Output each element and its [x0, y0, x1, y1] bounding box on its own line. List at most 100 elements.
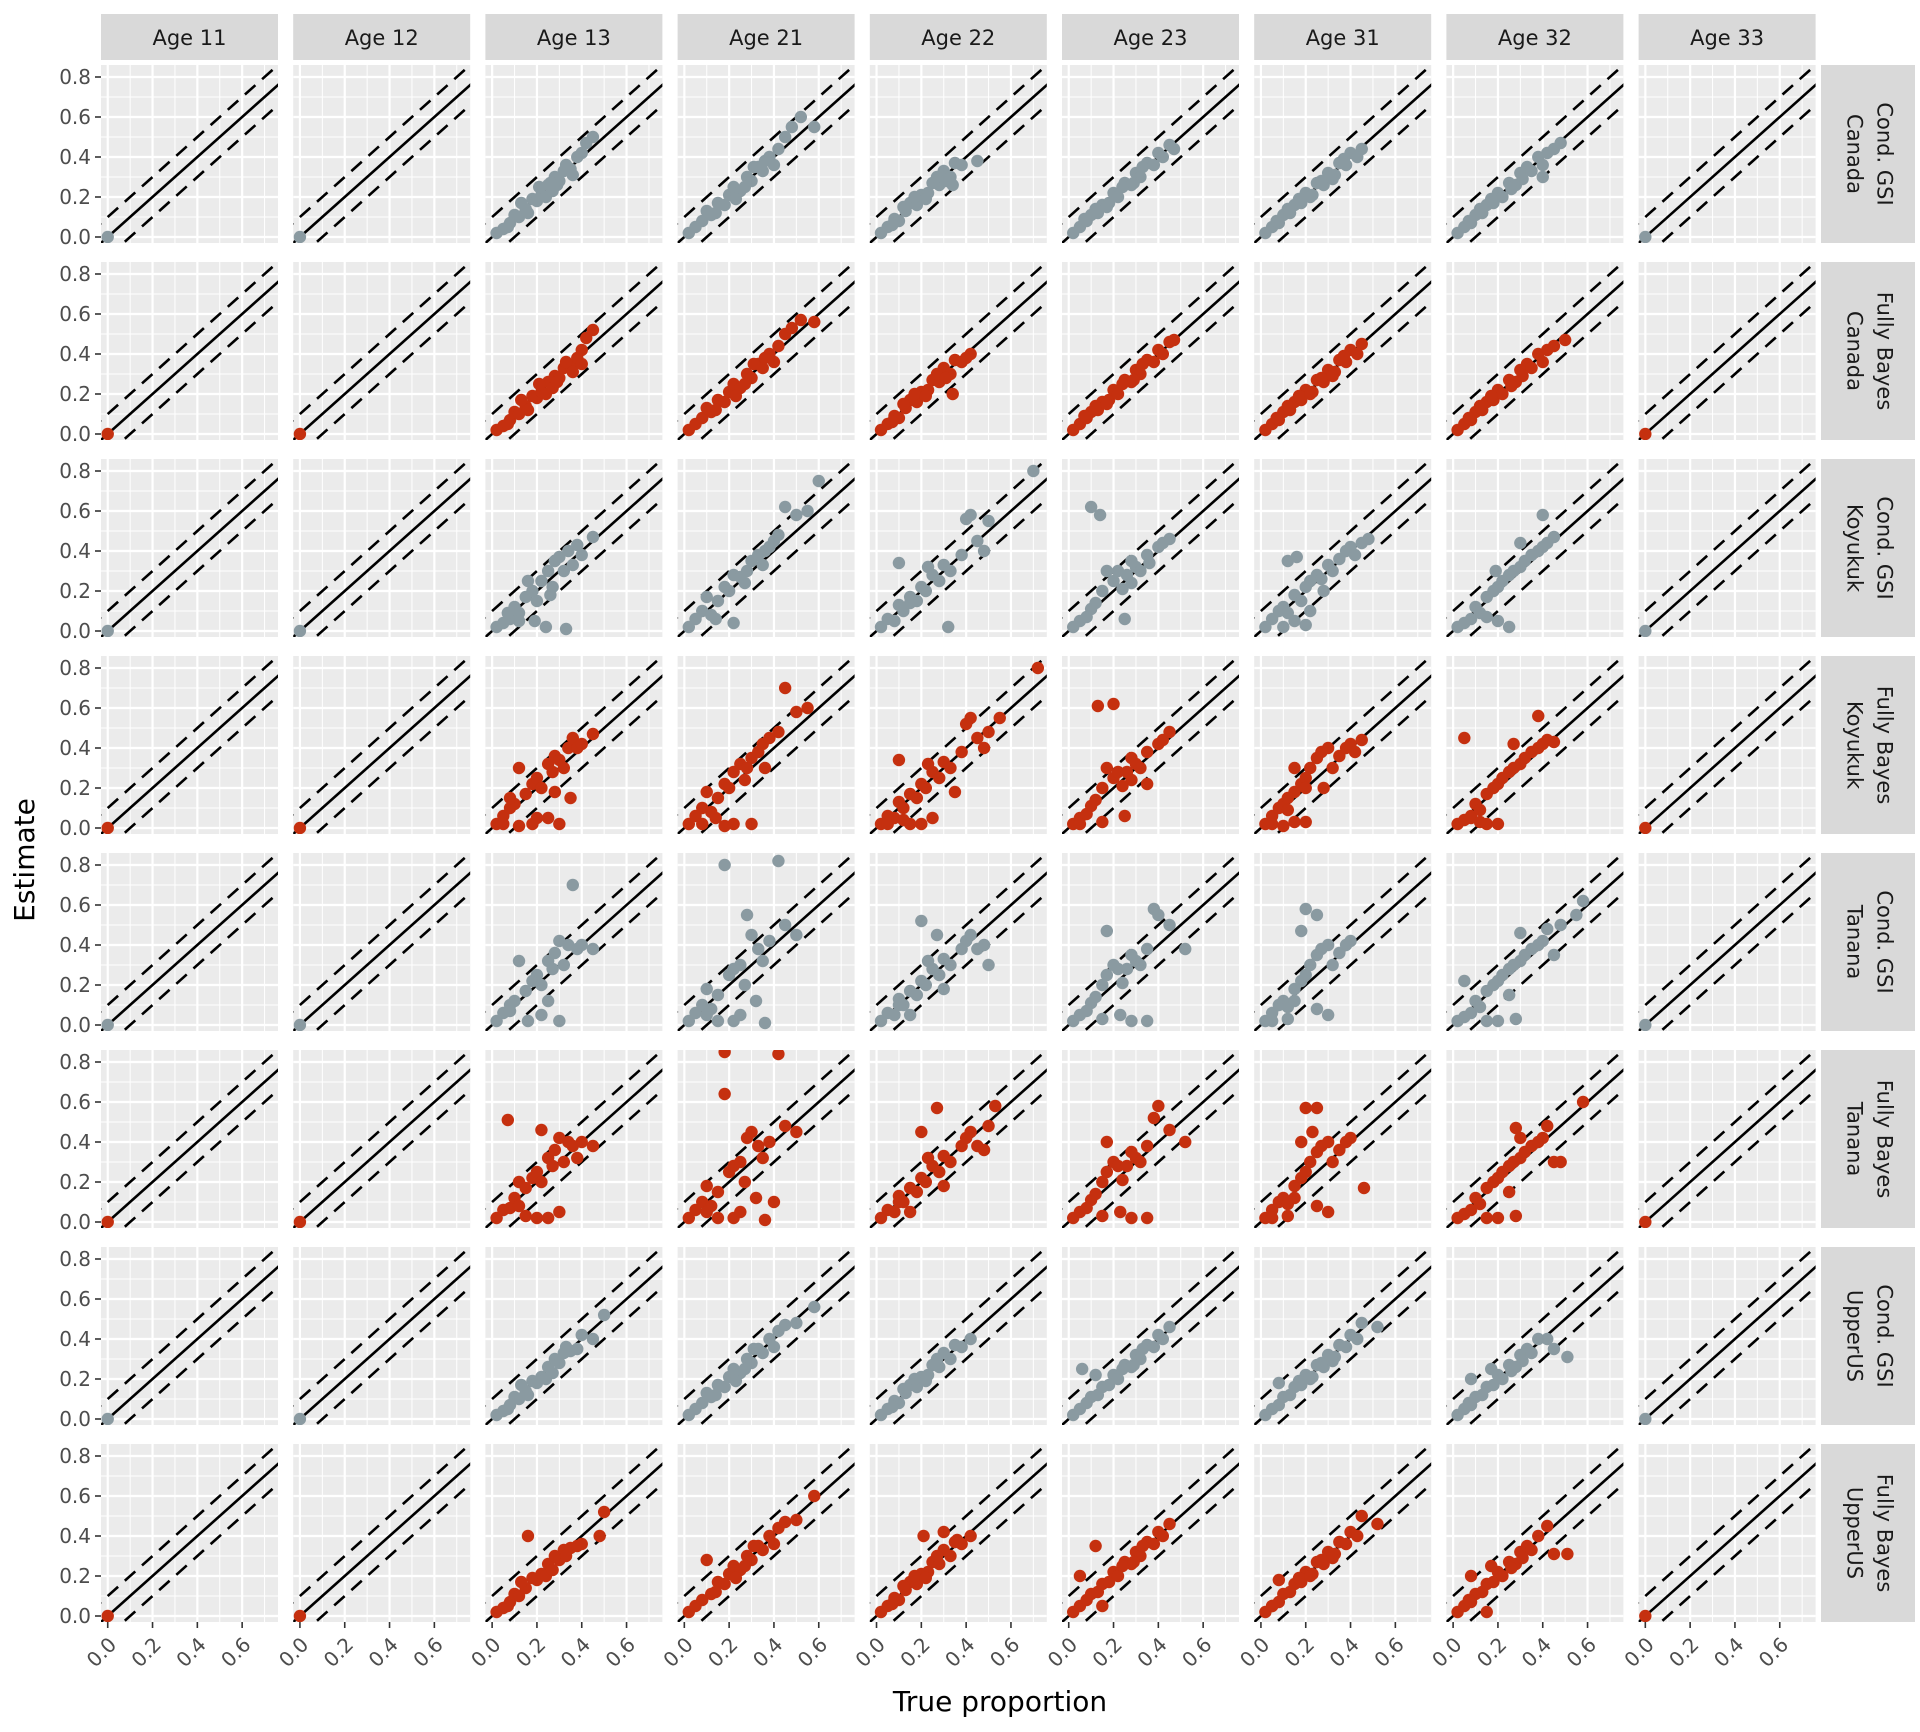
data-point: [1089, 596, 1102, 610]
data-point: [790, 1513, 803, 1527]
data-point: [1116, 180, 1129, 194]
identity-line: [293, 1462, 471, 1622]
data-point: [541, 1211, 555, 1225]
data-point: [1315, 371, 1328, 385]
data-point: [546, 1563, 559, 1577]
data-point: [1299, 618, 1312, 632]
row-strip: [1821, 1247, 1915, 1425]
data-point: [1536, 158, 1549, 172]
data-point: [293, 1018, 307, 1031]
panel-content: [1638, 65, 1816, 243]
facet-panel: [869, 459, 1047, 637]
panel-background: [293, 1247, 471, 1425]
column-strip-label: Age 23: [1113, 26, 1187, 50]
data-point: [1140, 1139, 1154, 1153]
panel-background: [101, 459, 278, 637]
data-point: [1134, 761, 1147, 775]
data-point: [101, 1215, 114, 1228]
data-point: [546, 1159, 559, 1173]
data-point: [521, 1388, 535, 1402]
data-point: [747, 1342, 760, 1356]
facet-panel: [869, 853, 1047, 1031]
data-point: [1536, 170, 1549, 184]
panel-content: [485, 853, 663, 1031]
data-point: [709, 811, 722, 825]
data-point: [586, 130, 600, 144]
data-point: [982, 958, 995, 972]
data-point: [1480, 1014, 1493, 1028]
facet-panel: [869, 1050, 1047, 1228]
data-point: [1111, 1372, 1125, 1386]
data-point: [727, 616, 740, 630]
y-tick-label: 0.8: [59, 1050, 91, 1074]
data-point: [1458, 974, 1471, 988]
y-axis-label: Estimate: [8, 798, 41, 922]
row-strip-region: Canada: [1843, 114, 1867, 194]
y-tick-label: 0.0: [59, 1604, 91, 1628]
data-point: [503, 791, 517, 805]
data-point: [559, 1340, 573, 1354]
data-point: [908, 387, 921, 401]
panel-background: [1638, 853, 1816, 1031]
data-point: [1306, 1125, 1319, 1139]
data-point: [747, 160, 760, 174]
data-point: [772, 528, 785, 542]
data-point: [1100, 761, 1114, 775]
data-point: [767, 1537, 781, 1551]
data-point: [790, 508, 803, 522]
data-point: [1073, 1569, 1087, 1583]
data-point: [740, 761, 754, 775]
panel-background: [101, 1247, 278, 1425]
data-point: [772, 142, 785, 156]
data-point: [722, 781, 736, 795]
data-point: [293, 624, 307, 637]
data-point: [526, 584, 539, 598]
identity-line: [101, 83, 278, 243]
data-point: [519, 1209, 532, 1223]
data-point: [696, 817, 709, 831]
data-point: [1576, 1095, 1590, 1109]
data-point: [1299, 968, 1312, 982]
data-point: [738, 1175, 752, 1189]
data-point: [1355, 1509, 1368, 1523]
panel-background: [1638, 656, 1816, 834]
y-tick-label: 0.8: [59, 1247, 91, 1271]
y-tick-label: 0.4: [59, 736, 91, 760]
facet-panel: [485, 459, 663, 637]
panel-background: [293, 65, 471, 243]
y-tick-label: 0.8: [59, 262, 91, 286]
data-point: [1100, 564, 1114, 578]
data-point: [1355, 142, 1368, 156]
data-point: [1096, 781, 1109, 795]
data-point: [881, 817, 894, 831]
data-point: [767, 1195, 781, 1209]
data-point: [1525, 361, 1538, 375]
data-point: [575, 548, 588, 562]
data-point: [575, 1135, 588, 1149]
data-point: [1509, 1012, 1523, 1026]
data-point: [1576, 894, 1590, 908]
data-point: [559, 355, 573, 369]
data-point: [530, 1211, 544, 1225]
facet-panel: [485, 1444, 663, 1622]
data-point: [1163, 1123, 1176, 1137]
identity-line: [293, 477, 471, 637]
x-axis-label: True proportion: [892, 1685, 1107, 1718]
y-tick-label: 0.8: [59, 1444, 91, 1468]
data-point: [1136, 160, 1149, 174]
data-point: [1326, 1155, 1339, 1169]
data-point: [501, 1599, 515, 1613]
data-point: [1496, 1372, 1509, 1386]
data-point: [738, 1362, 752, 1376]
y-tick-label: 0.8: [59, 459, 91, 483]
data-point: [1464, 1569, 1478, 1583]
y-tick-label: 0.8: [59, 656, 91, 680]
panel-content: [869, 656, 1047, 834]
panel-content: [293, 65, 471, 243]
data-point: [1292, 192, 1306, 206]
data-point: [696, 1396, 709, 1410]
data-point: [512, 761, 526, 775]
row-strip: [1821, 459, 1915, 637]
data-point: [521, 574, 535, 588]
